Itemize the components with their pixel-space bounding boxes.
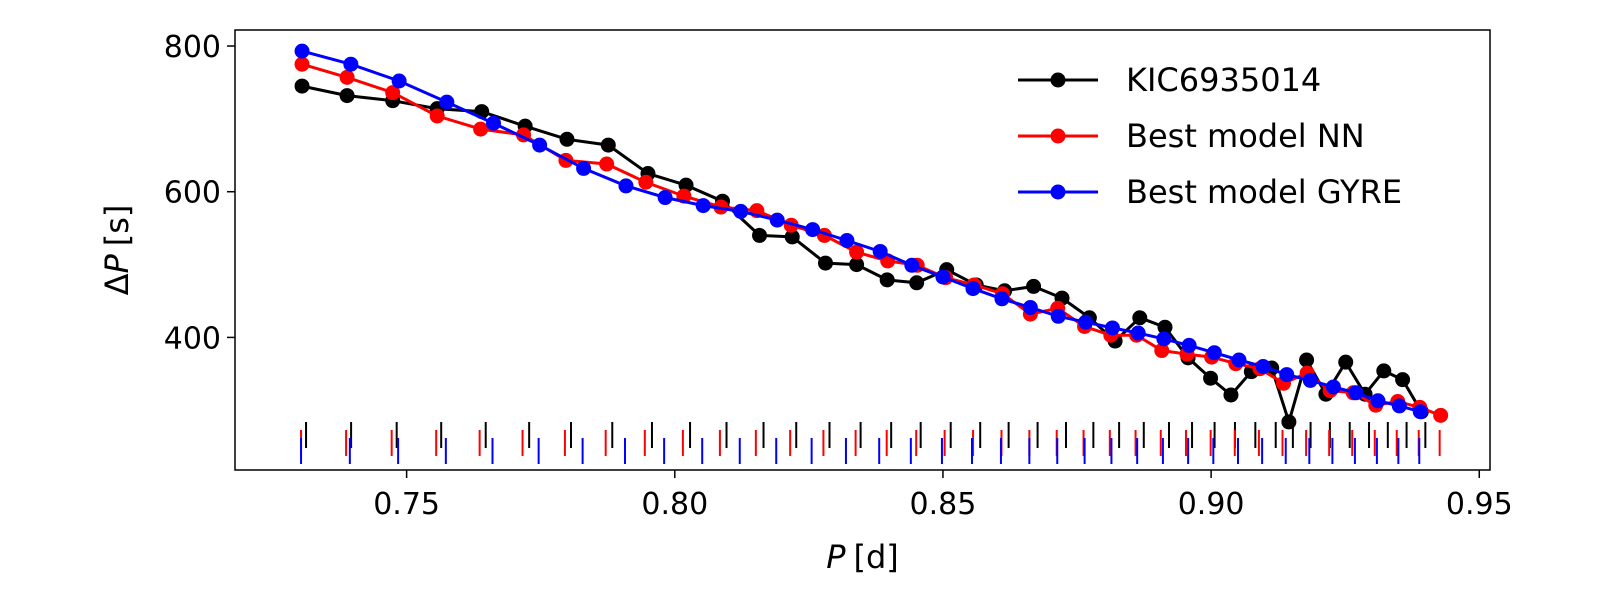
data-point (872, 243, 888, 259)
y-tick-label: 800 (164, 30, 221, 65)
x-tick-label: 0.75 (373, 487, 440, 522)
y-axis-label: ΔP [s] (98, 205, 136, 296)
data-point (1223, 387, 1239, 403)
data-point (695, 198, 711, 214)
data-point (599, 156, 615, 172)
data-point (1370, 393, 1386, 409)
data-point (576, 160, 592, 176)
data-point (1154, 343, 1170, 359)
data-point (849, 244, 865, 260)
y-tick-label: 400 (164, 321, 221, 356)
data-point (343, 56, 359, 72)
data-point (339, 88, 355, 104)
data-point (1391, 398, 1407, 414)
data-point (1338, 354, 1354, 370)
x-tick-label: 0.95 (1446, 487, 1513, 522)
y-axis-var: P (98, 254, 136, 274)
legend-marker (1050, 72, 1066, 88)
data-point (935, 269, 951, 285)
data-point (657, 190, 673, 206)
x-ticks: 0.75 0.80 0.85 0.90 0.95 (373, 470, 1513, 522)
data-point (429, 108, 445, 124)
legend-label: KIC6935014 (1126, 61, 1321, 99)
data-point (486, 115, 502, 131)
data-point (1302, 372, 1318, 388)
data-point (1281, 414, 1297, 430)
legend-label: Best model GYRE (1126, 173, 1402, 211)
data-point (1203, 370, 1219, 386)
mode-markers (300, 422, 1441, 464)
data-point (618, 178, 634, 194)
data-point (1231, 352, 1247, 368)
legend-marker (1050, 184, 1066, 200)
data-point (1433, 407, 1449, 423)
data-point (1181, 337, 1197, 353)
data-point (733, 203, 749, 219)
y-ticks: 400 600 800 (164, 30, 235, 356)
data-point (1157, 319, 1173, 335)
data-point (1348, 385, 1364, 401)
data-point (1156, 331, 1172, 347)
data-point (1104, 320, 1120, 336)
data-point (1078, 314, 1094, 330)
data-point (879, 272, 895, 288)
data-point (1279, 367, 1295, 383)
data-point (1299, 352, 1315, 368)
x-axis-unit: [d] (854, 538, 899, 576)
x-axis-var: P (826, 538, 846, 576)
data-point (391, 73, 407, 89)
data-point (532, 137, 548, 153)
data-point (473, 121, 489, 137)
data-point (769, 212, 785, 228)
series-lines (294, 43, 1449, 430)
data-point (1255, 359, 1271, 375)
legend: KIC6935014 Best model NN Best model GYRE (1018, 61, 1402, 211)
data-point (385, 85, 401, 101)
data-point (1130, 325, 1146, 341)
data-point (1022, 300, 1038, 316)
data-point (1026, 278, 1042, 294)
data-point (839, 233, 855, 249)
x-axis-label: P [d] (826, 538, 899, 576)
data-point (1412, 404, 1428, 420)
x-tick-label: 0.85 (910, 487, 977, 522)
y-tick-label: 600 (164, 176, 221, 211)
data-point (294, 56, 310, 72)
series-line (301, 49, 1421, 414)
data-point (559, 131, 575, 147)
data-point (339, 69, 355, 85)
data-point (1206, 345, 1222, 361)
data-point (784, 229, 800, 245)
plot-frame (234, 29, 1491, 471)
x-tick-label: 0.80 (641, 487, 708, 522)
data-point (805, 222, 821, 238)
data-point (752, 227, 768, 243)
data-point (904, 257, 920, 273)
data-point (600, 137, 616, 153)
y-axis-prefix: Δ (98, 273, 136, 295)
data-point (638, 174, 654, 190)
y-axis-unit: [s] (98, 205, 136, 247)
legend-label: Best model NN (1126, 117, 1365, 155)
data-point (817, 255, 833, 271)
data-point (1395, 372, 1411, 388)
data-point (909, 275, 925, 291)
data-point (994, 291, 1010, 307)
data-point (1376, 363, 1392, 379)
data-point (294, 78, 310, 94)
data-point (965, 281, 981, 297)
data-point (439, 94, 455, 110)
legend-marker (1050, 128, 1066, 144)
data-point (849, 257, 865, 273)
data-point (294, 43, 310, 59)
x-tick-label: 0.90 (1178, 487, 1245, 522)
data-point (1050, 308, 1066, 324)
data-point (1325, 379, 1341, 395)
data-point (1132, 310, 1148, 326)
